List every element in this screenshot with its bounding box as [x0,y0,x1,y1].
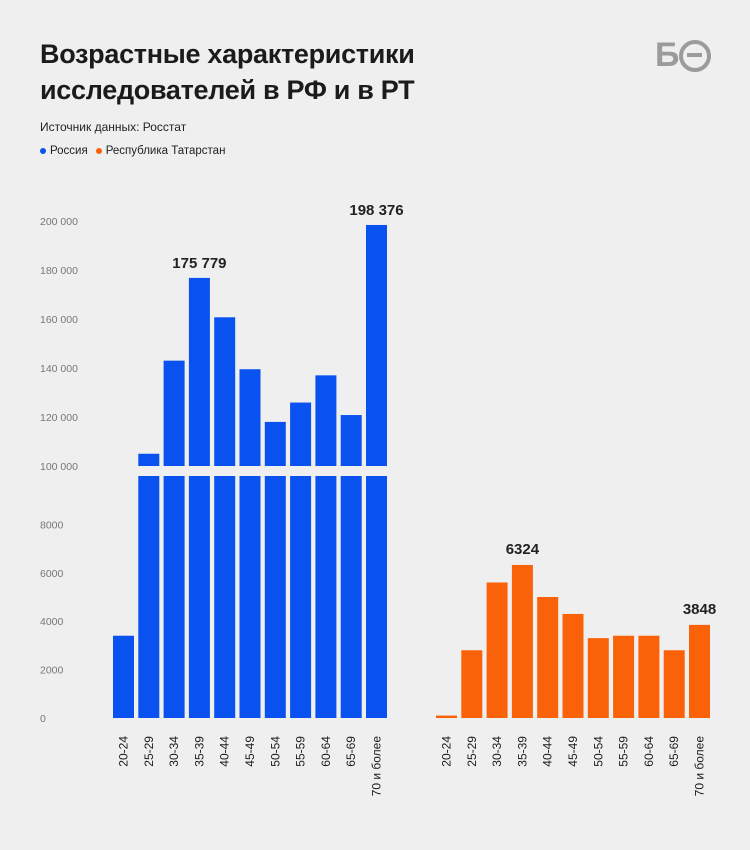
legend-label-tatarstan: Республика Татарстан [105,145,226,157]
bar-segment-lower [315,476,337,718]
bar [239,369,261,466]
x-tick-label: 40-44 [541,736,555,767]
x-tick-label: 25-29 [465,736,479,767]
bar [264,421,286,466]
y-tick-label-lower: 4000 [40,616,64,628]
data-label: 175 779 [172,255,226,272]
bar-segment-lower [163,476,185,718]
bar-segment-lower [290,476,312,718]
bar [340,415,362,466]
bar [138,453,160,466]
x-tick-label: 20-24 [440,736,454,767]
bar [486,582,508,718]
bar [113,635,134,718]
legend-label-russia: Россия [50,145,88,157]
bar [638,635,660,718]
x-tick-label: 35-39 [515,736,529,767]
x-tick-label: 55-59 [617,736,631,767]
logo-o-icon [679,39,712,72]
x-tick-label: 55-59 [294,736,308,767]
bar-segment-lower [264,476,286,718]
x-tick-label: 30-34 [490,736,504,767]
y-tick-label-upper: 180 000 [40,265,78,277]
x-tick-label: 20-24 [117,736,131,767]
data-label: 3848 [683,601,716,618]
bar-segment-lower [366,476,387,718]
bar [290,402,312,466]
bar [315,375,337,466]
bar-segment-lower [138,476,160,718]
y-tick-label-upper: 200 000 [40,216,78,228]
x-tick-label: 70 и более [693,736,707,797]
y-tick-label-upper: 160 000 [40,314,78,326]
bar [537,597,559,718]
legend-item-tatarstan: Республика Татарстан [95,145,226,157]
x-tick-label: 45-49 [566,736,580,767]
x-tick-label: 40-44 [218,736,232,767]
y-tick-label-upper: 120 000 [40,412,78,424]
x-tick-label: 50-54 [268,736,282,767]
bar [663,650,685,718]
bar [613,635,635,718]
x-tick-label: 35-39 [192,736,206,767]
bar-segment-lower [239,476,261,718]
y-tick-label-lower: 2000 [40,665,64,677]
bar [689,624,710,718]
x-tick-label: 65-69 [667,736,681,767]
x-tick-label: 60-64 [319,736,333,767]
bar [163,360,185,466]
x-tick-label: 50-54 [591,736,605,767]
legend-dot-tatarstan [95,148,102,154]
bar [562,613,584,718]
data-label: 6324 [506,541,540,558]
y-tick-label-upper: 140 000 [40,363,78,375]
y-tick-label-lower: 6000 [40,568,64,580]
bar [214,317,236,466]
bar [188,277,210,466]
x-tick-label: 70 и более [370,736,384,797]
x-tick-label: 65-69 [344,736,358,767]
bo-logo: Б [655,36,712,75]
data-label: 198 376 [349,202,403,219]
y-tick-label-lower: 0 [40,713,46,725]
bar-segment-lower [340,476,362,718]
y-tick-label-lower: 8000 [40,519,64,531]
x-tick-label: 45-49 [243,736,257,767]
legend: Россия Республика Татарстан [40,145,225,157]
source-note: Источник данных: Росстат [40,120,187,134]
x-tick-label: 25-29 [142,736,156,767]
bar [587,638,609,718]
legend-dot-russia [40,148,46,154]
bar-segment-lower [214,476,236,718]
x-tick-label: 60-64 [642,736,656,767]
bar [366,224,387,466]
bar [461,650,483,718]
bar [436,715,457,718]
bar [511,564,533,718]
legend-item-russia: Россия [40,145,88,157]
bar-segment-lower [188,476,210,718]
chart-title: Возрастные характеристики исследователей… [40,39,415,105]
y-tick-label-upper: 100 000 [40,461,78,473]
logo-b: Б [655,36,680,74]
x-tick-label: 30-34 [167,736,181,767]
